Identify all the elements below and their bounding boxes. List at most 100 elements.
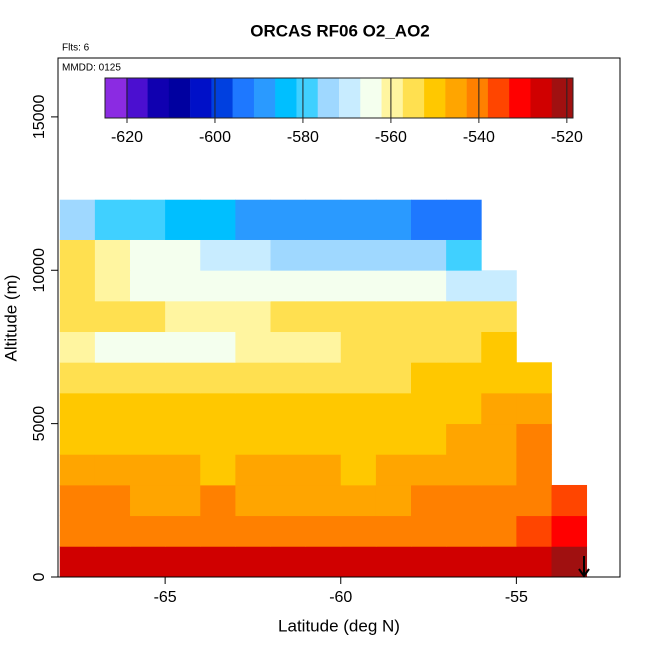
heatmap-cell xyxy=(481,362,517,394)
heatmap-cell xyxy=(270,484,307,517)
colorbar-segment xyxy=(211,78,233,118)
heatmap-cell xyxy=(340,546,377,578)
colorbar-segment xyxy=(296,78,319,118)
x-tick-label: -55 xyxy=(505,589,528,606)
heatmap-cell xyxy=(340,239,377,271)
heatmap-cell xyxy=(446,392,482,425)
heatmap-cell xyxy=(305,423,342,455)
heatmap-cell xyxy=(411,454,447,486)
colorbar-tick-label: -600 xyxy=(199,129,231,146)
heatmap-cell xyxy=(235,454,271,486)
heatmap-cell xyxy=(446,239,482,271)
heatmap-cell xyxy=(235,515,271,547)
heatmap-cell xyxy=(375,454,412,486)
heatmap-cell xyxy=(59,270,96,302)
x-tick-label: -65 xyxy=(154,589,177,606)
heatmap-cell xyxy=(235,300,271,333)
heatmap-cell xyxy=(200,423,236,455)
heatmap-cell xyxy=(516,362,552,394)
heatmap-cell xyxy=(446,270,482,302)
colorbar-tick-label: -520 xyxy=(551,129,583,146)
colorbar-segment xyxy=(360,78,382,118)
heatmap-cell xyxy=(481,300,517,333)
heatmap-cell xyxy=(200,546,236,578)
heatmap-cell xyxy=(305,362,342,394)
heatmap-cell xyxy=(340,484,377,517)
colorbar-segment xyxy=(402,78,425,118)
heatmap-cell xyxy=(481,392,517,425)
heatmap-cell xyxy=(59,546,96,578)
y-tick-label: 5000 xyxy=(31,406,48,442)
heatmap-cell xyxy=(411,392,447,425)
heatmap-cell xyxy=(411,239,447,271)
heatmap-cell xyxy=(130,454,166,486)
colorbar-segment xyxy=(424,78,446,118)
heatmap-cell xyxy=(551,484,588,517)
x-axis-label: Latitude (deg N) xyxy=(278,616,400,635)
heatmap-cell xyxy=(340,423,377,455)
heatmap-cell xyxy=(411,484,447,517)
heatmap-cell xyxy=(130,199,166,240)
heatmap-cell xyxy=(305,300,342,333)
heatmap-cell xyxy=(481,546,517,578)
heatmap-cell xyxy=(411,331,447,363)
heatmap-cell xyxy=(130,515,166,547)
heatmap-cell xyxy=(200,199,236,240)
heatmap-cell xyxy=(130,362,166,394)
heatmap-cell xyxy=(235,239,271,271)
colorbar-segment xyxy=(275,78,297,118)
heatmap-cell xyxy=(270,331,307,363)
heatmap-cell xyxy=(130,423,166,455)
heatmap-cell xyxy=(130,331,166,363)
heatmap-cell xyxy=(200,300,236,333)
heatmap-cell xyxy=(305,331,342,363)
colorbar-segment xyxy=(509,78,531,118)
heatmap-cell xyxy=(340,300,377,333)
heatmap-cell xyxy=(235,362,271,394)
heatmap-cell xyxy=(59,331,96,363)
annotation: Flts: 6 xyxy=(62,43,90,54)
heatmap-cell xyxy=(446,515,482,547)
colorbar-segment xyxy=(147,78,170,118)
heatmap-cell xyxy=(551,515,588,547)
heatmap-cell xyxy=(165,331,201,363)
heatmap-cell xyxy=(130,392,166,425)
heatmap-cell xyxy=(94,546,131,578)
heatmap-cell xyxy=(130,546,166,578)
heatmap-cell xyxy=(375,484,412,517)
colorbar-segment xyxy=(126,78,148,118)
heatmap-cell xyxy=(165,546,201,578)
heatmap-cell xyxy=(165,392,201,425)
heatmap-cell xyxy=(411,270,447,302)
heatmap-cell xyxy=(130,484,166,517)
heatmap-cell xyxy=(200,515,236,547)
heatmap-cell xyxy=(305,392,342,425)
heatmap-cell xyxy=(446,199,482,240)
heatmap-cell xyxy=(165,484,201,517)
colorbar-tick-label: -540 xyxy=(463,129,495,146)
heatmap-cell xyxy=(340,199,377,240)
heatmap-cell xyxy=(165,199,201,240)
heatmap-cell xyxy=(270,362,307,394)
heatmap-cell xyxy=(446,484,482,517)
heatmap-cell xyxy=(165,515,201,547)
heatmap-cell xyxy=(340,454,377,486)
y-axis-label: Altitude (m) xyxy=(1,275,20,362)
heatmap-cell xyxy=(446,300,482,333)
heatmap-cell xyxy=(270,300,307,333)
heatmap-cell xyxy=(375,331,412,363)
heatmap-cell xyxy=(235,199,271,240)
heatmap-cell xyxy=(200,239,236,271)
arrow xyxy=(578,556,590,578)
heatmap-cell xyxy=(411,546,447,578)
heatmap-cell xyxy=(516,423,552,455)
heatmap-cell xyxy=(340,362,377,394)
heatmap-cell xyxy=(59,515,96,547)
colorbar-segment xyxy=(190,78,212,118)
heatmap-cell xyxy=(305,199,342,240)
heatmap-cell xyxy=(165,239,201,271)
heatmap-cell xyxy=(200,331,236,363)
heatmap-cell xyxy=(375,423,412,455)
heatmap-cell xyxy=(165,300,201,333)
colorbar-tick-label: -560 xyxy=(375,129,407,146)
